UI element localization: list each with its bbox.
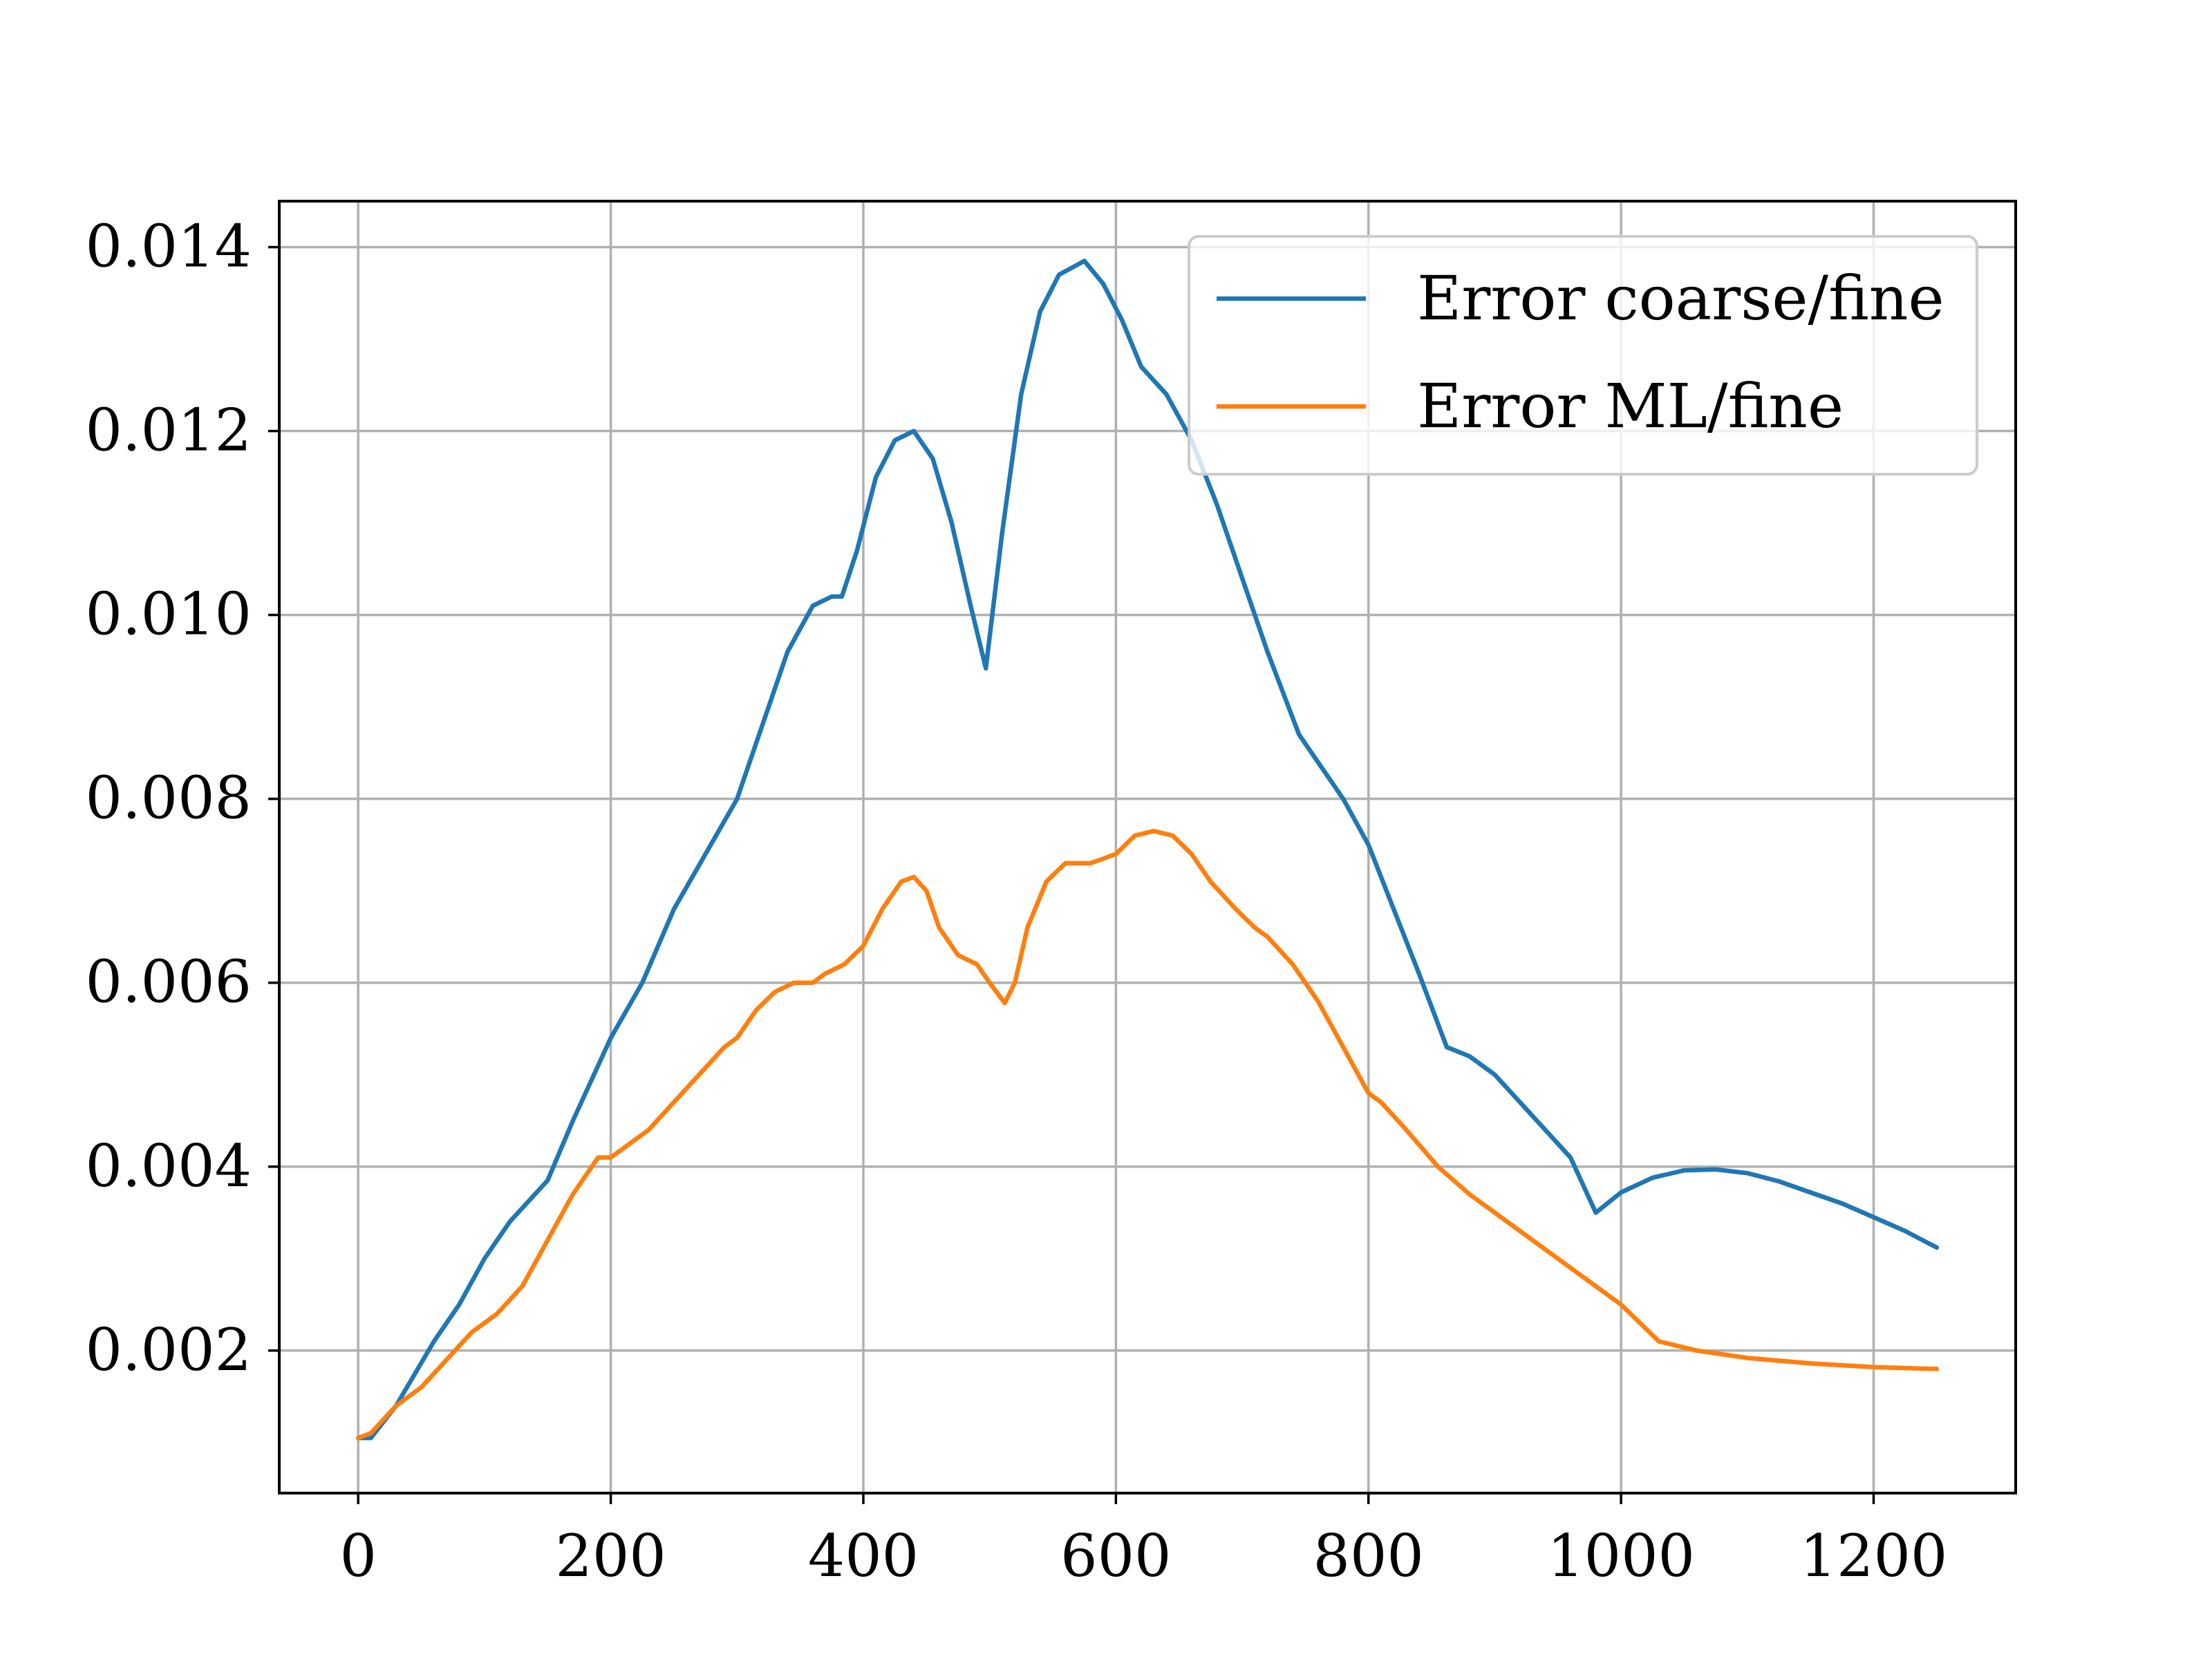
x-tick-label: 1200 <box>1800 1522 1948 1590</box>
x-tick-label: 800 <box>1313 1522 1424 1590</box>
plot-frame <box>278 200 2017 1494</box>
y-tick-label: 0.006 <box>86 948 252 1016</box>
x-tick-label: 0 <box>339 1522 376 1590</box>
legend-box <box>1188 235 1978 476</box>
grid <box>279 201 2016 1493</box>
y-tick-label: 0.014 <box>86 213 252 281</box>
x-axis: 0 200 400 600 800 1000 1200 <box>339 1493 1947 1590</box>
series-line-2 <box>355 828 1940 1441</box>
x-tick-label: 600 <box>1060 1522 1171 1590</box>
legend-label: Error coarse/fine <box>1417 263 1944 334</box>
x-tick-label: 200 <box>555 1522 666 1590</box>
series-line-1 <box>355 259 1940 1441</box>
legend: Error coarse/fine Error ML/fine <box>1188 235 1978 476</box>
y-axis: 0.002 0.004 0.006 0.008 0.010 0.012 0.014 <box>86 213 279 1384</box>
y-tick-label: 0.002 <box>86 1316 252 1384</box>
y-tick-label: 0.004 <box>86 1132 252 1200</box>
y-tick-label: 0.008 <box>86 765 252 832</box>
y-tick-label: 0.012 <box>86 397 252 465</box>
x-tick-label: 400 <box>808 1522 919 1590</box>
series-lines <box>355 259 1940 1441</box>
y-tick-label: 0.010 <box>86 581 252 648</box>
legend-label: Error ML/fine <box>1417 371 1844 442</box>
x-tick-label: 1000 <box>1547 1522 1695 1590</box>
